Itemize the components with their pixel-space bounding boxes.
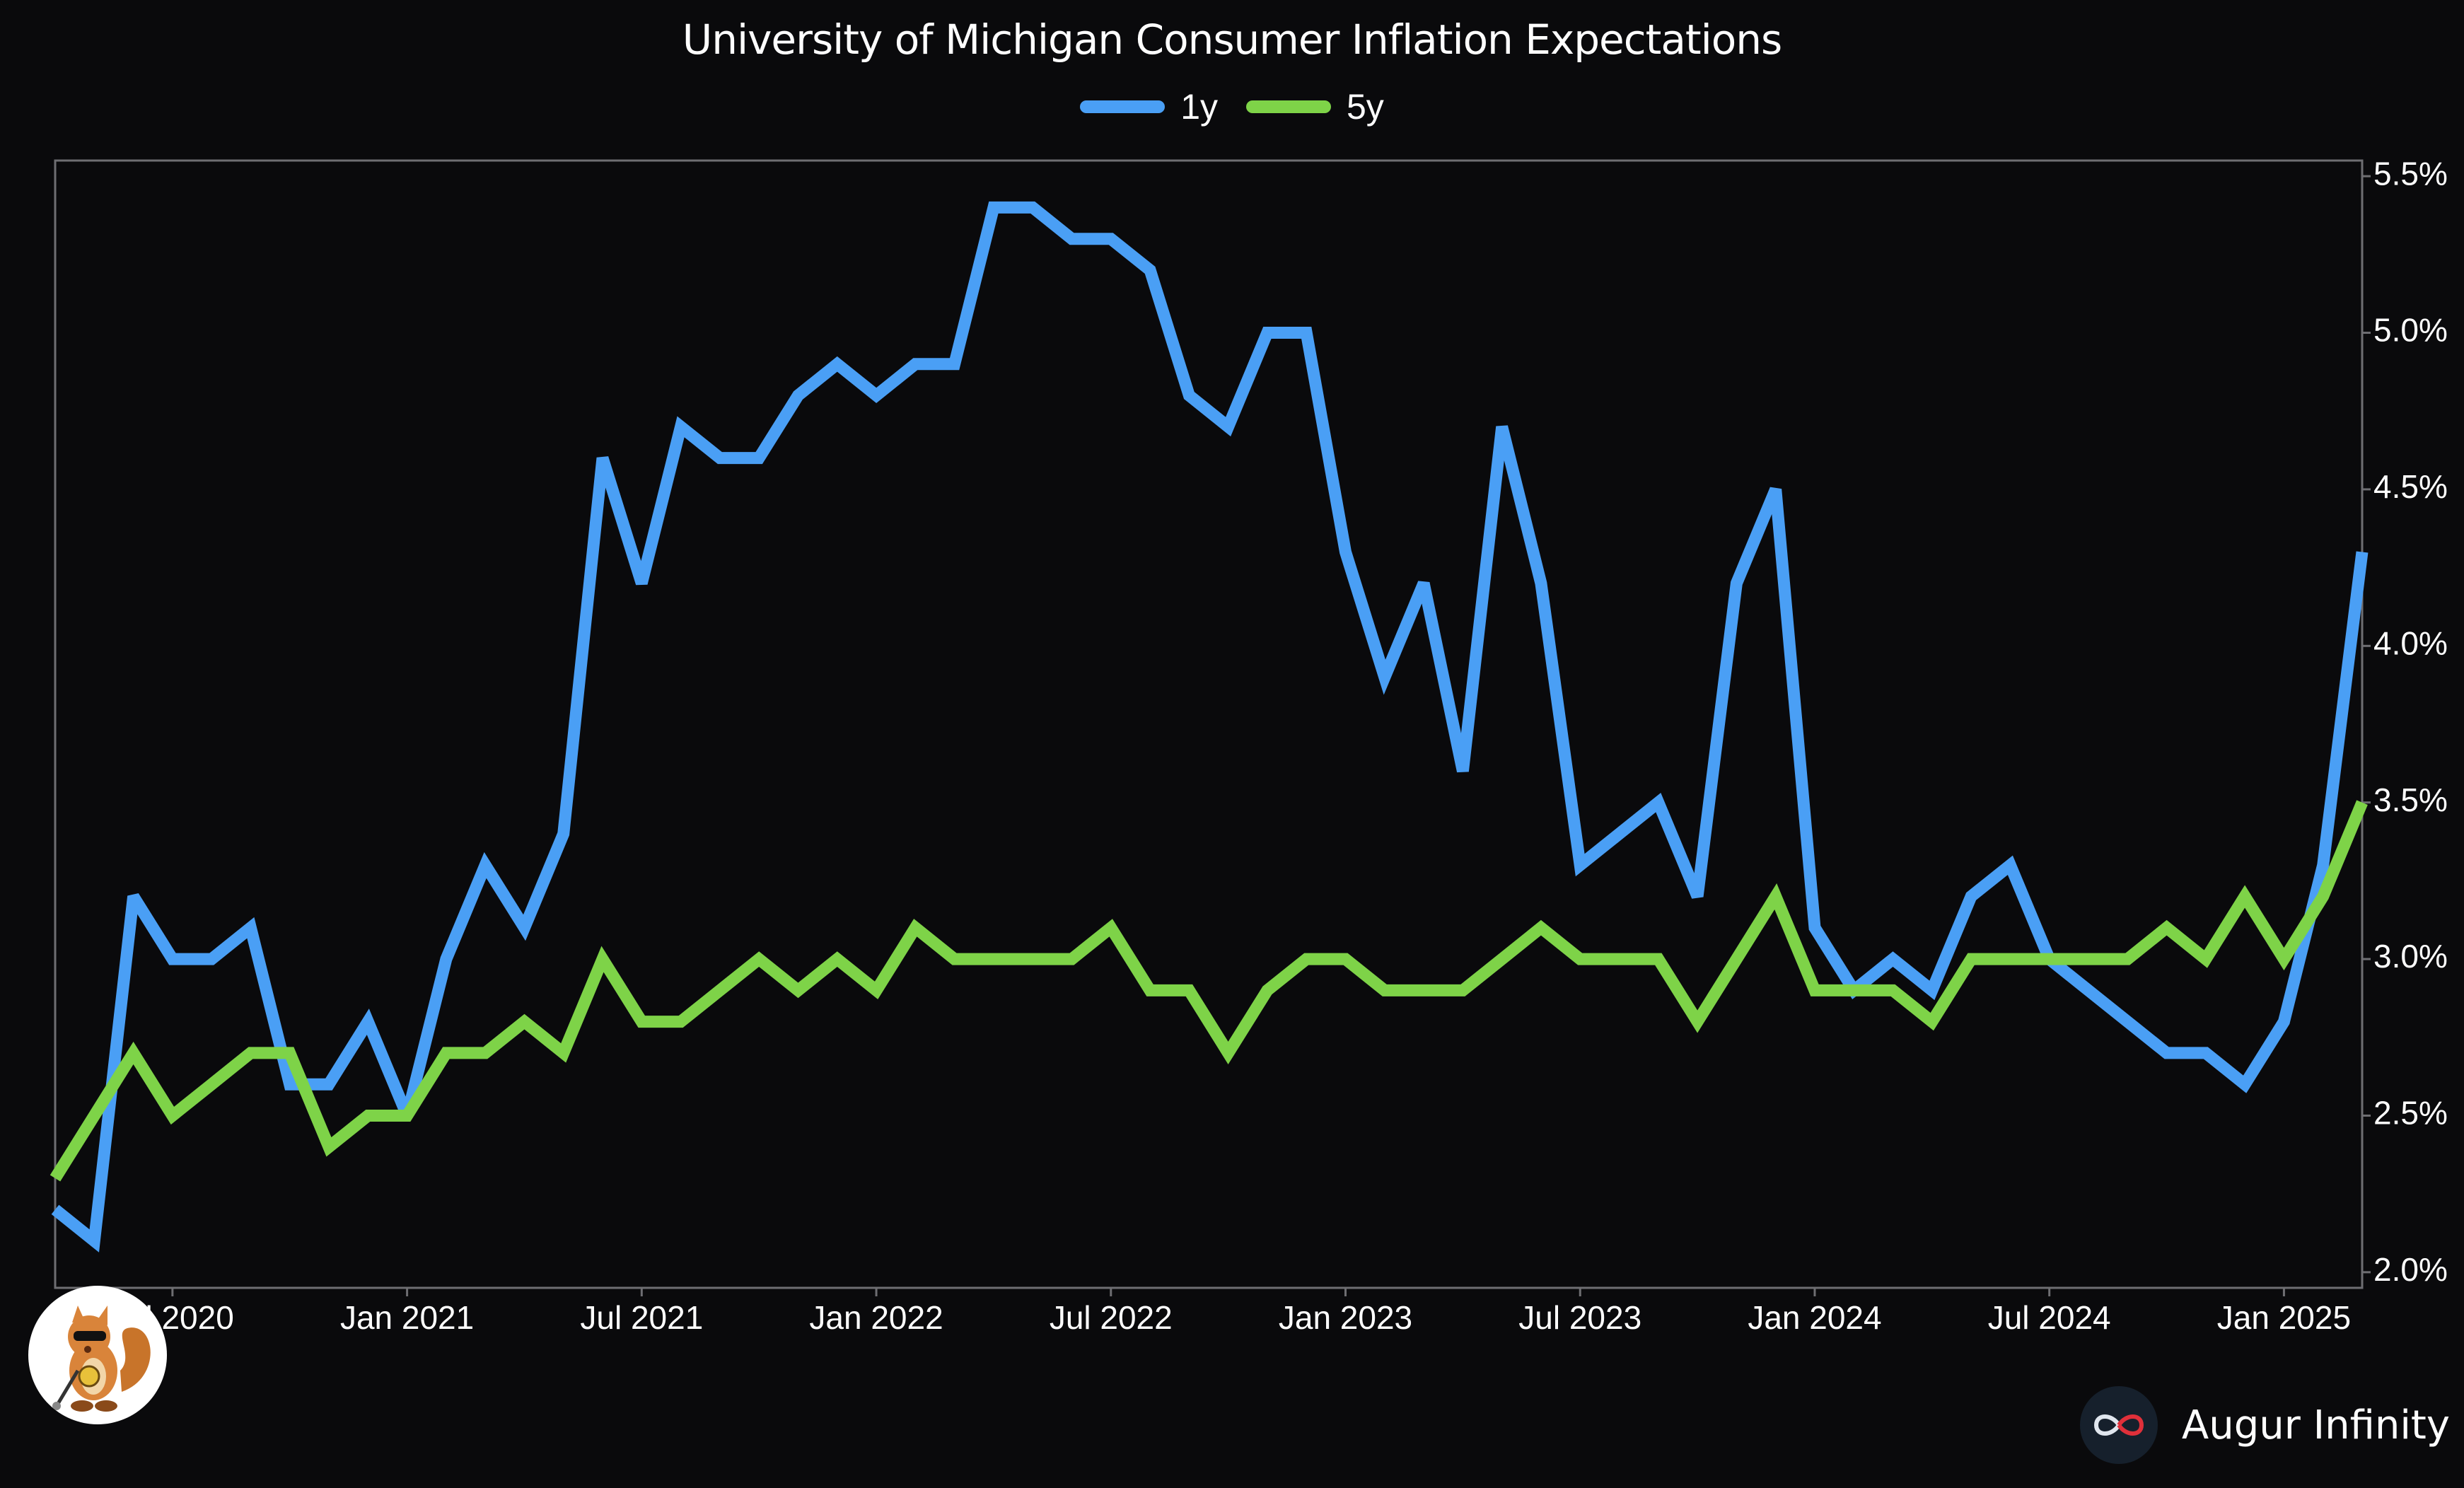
y-tick-label: 4.5% [2373, 468, 2448, 505]
legend-swatch-5y [1246, 100, 1331, 113]
legend-item-1y[interactable]: 1y [1080, 86, 1218, 127]
legend-item-5y[interactable]: 5y [1246, 86, 1384, 127]
y-tick-label: 5.0% [2373, 312, 2448, 349]
series-line-5y[interactable] [50, 800, 2368, 1182]
plot-area-frame [54, 159, 2364, 1289]
y-tick-label: 3.5% [2373, 781, 2448, 818]
series-line-1y[interactable] [51, 201, 2369, 1252]
x-tick-label: Jan 2022 [809, 1299, 943, 1336]
y-tick-label: 5.5% [2373, 155, 2448, 192]
y-tick-label: 2.0% [2373, 1251, 2448, 1288]
chart-title: University of Michigan Consumer Inflatio… [682, 16, 1782, 64]
y-axis: 2.0% 2.5% 3.0% 3.5% 4.0% 4.5% 5.0% 5.5% [2362, 155, 2448, 1288]
x-tick-label: Jan 2021 [340, 1299, 474, 1336]
y-tick-label: 4.0% [2373, 624, 2448, 661]
legend-swatch-1y [1080, 100, 1166, 113]
brand-name: Augur Infinity [2181, 1402, 2450, 1448]
brand: Augur Infinity [2079, 1386, 2450, 1464]
squirrel-mascot-icon [28, 1286, 167, 1424]
y-tick-label: 3.0% [2373, 938, 2448, 975]
x-tick-label: Jul 2024 [1988, 1299, 2111, 1336]
x-axis: Jul 2020 Jan 2021 Jul 2021 Jan 2022 Jul 2022… [111, 1288, 2351, 1336]
legend-label-5y: 5y [1347, 87, 1384, 127]
series-lines [50, 201, 2369, 1252]
x-tick-label: Jul 2023 [1518, 1299, 1641, 1336]
y-tick-label: 2.5% [2373, 1095, 2448, 1132]
x-tick-label: Jul 2021 [580, 1299, 703, 1336]
legend-label-1y: 1y [1180, 87, 1218, 127]
infinity-icon [2079, 1386, 2158, 1464]
legend: 1y 5y [0, 86, 2464, 127]
x-tick-label: Jan 2024 [1748, 1299, 1881, 1336]
x-tick-label: Jan 2025 [2217, 1299, 2351, 1336]
x-tick-label: Jan 2023 [1279, 1299, 1412, 1336]
x-tick-label: Jul 2022 [1050, 1299, 1173, 1336]
